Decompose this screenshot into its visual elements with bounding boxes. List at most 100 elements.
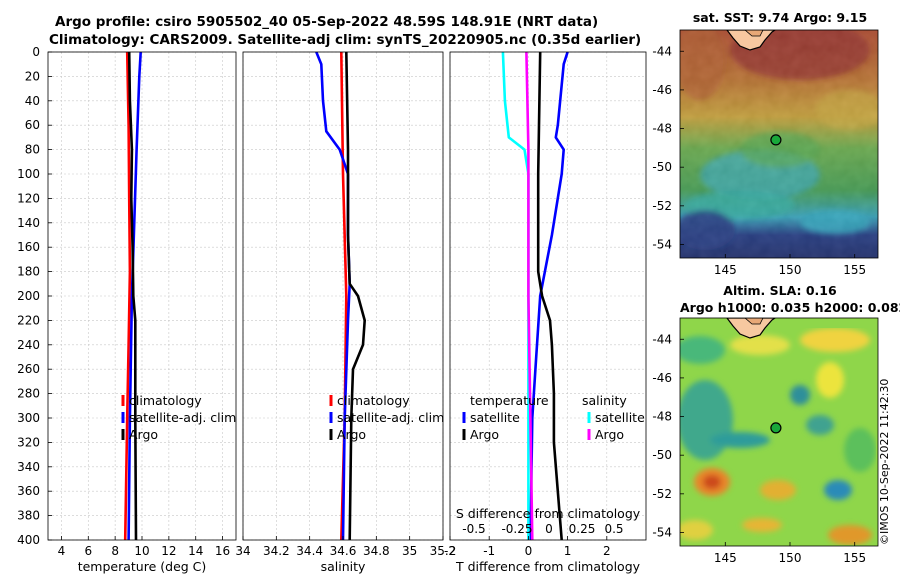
legend-label: Argo [129, 427, 158, 442]
map-x-tick-label: 150 [779, 263, 802, 277]
x-tick-label: 34.4 [296, 544, 323, 558]
x-tick-label: 10 [134, 544, 149, 558]
map-y-tick-label: -44 [652, 332, 672, 346]
map-y-tick-label: -48 [652, 122, 672, 136]
y-tick-label: 200 [17, 289, 40, 303]
x-axis-label: T difference from climatology [455, 559, 641, 574]
sla-map-title-line2: Argo h1000: 0.035 h2000: 0.082 [680, 300, 900, 315]
y-tick-label: 300 [17, 411, 40, 425]
legend-label: climatology [129, 393, 202, 408]
legend-label: Argo [470, 427, 499, 442]
series-line [525, 52, 534, 540]
figure-title-line1: Argo profile: csiro 5905502_40 05-Sep-20… [55, 14, 599, 30]
y-tick-label: 160 [17, 240, 40, 254]
legend-title-salinity: salinity [582, 393, 627, 408]
s-tick-label: 0.25 [569, 522, 596, 536]
series-line [536, 52, 563, 540]
y-tick-label: 140 [17, 216, 40, 230]
map-y-tick-label: -50 [652, 160, 672, 174]
x-tick-label: 0 [525, 544, 533, 558]
x-tick-label: 14 [188, 544, 203, 558]
legend-label: Argo [595, 427, 624, 442]
sla-map-title-line1: Altim. SLA: 0.16 [723, 283, 837, 298]
series-line [529, 52, 569, 540]
sst-map-frame [679, 29, 879, 259]
series-group [315, 52, 367, 540]
sst-argo-marker [770, 134, 782, 146]
s-tick-label: 0 [545, 522, 553, 536]
y-tick-label: 80 [25, 143, 40, 157]
s-diff-label: S difference from climatology [456, 506, 641, 521]
legend: climatology satellite-adj. clim Argo [329, 393, 444, 442]
y-tick-label: 280 [17, 387, 40, 401]
x-tick-label: -1 [483, 544, 495, 558]
map-y-tick-label: -48 [652, 410, 672, 424]
map-y-tick-label: -52 [652, 487, 672, 501]
x-tick-label: 34 [235, 544, 250, 558]
x-tick-label: 2 [603, 544, 611, 558]
x-tick-label: -2 [444, 544, 456, 558]
map-y-tick-label: -54 [652, 237, 672, 251]
x-tick-label: 6 [84, 544, 92, 558]
x-axis-label: temperature (deg C) [78, 559, 207, 574]
map-x-tick-label: 145 [714, 551, 737, 565]
legend-label: satellite-adj. clim [337, 410, 444, 425]
y-tick-label: 40 [25, 94, 40, 108]
y-tick-label: 360 [17, 484, 40, 498]
y-tick-label: 240 [17, 338, 40, 352]
x-tick-label: 34.8 [363, 544, 390, 558]
y-tick-label: 340 [17, 460, 40, 474]
y-tick-label: 0 [32, 45, 40, 59]
legend-label: satellite-adj. clim [129, 410, 236, 425]
y-tick-label: 120 [17, 191, 40, 205]
y-tick-label: 400 [17, 533, 40, 547]
series-line [345, 52, 367, 540]
legend-title-temperature: temperature [470, 393, 549, 408]
panel-difference: -2 -1 0 1 2T difference from climatologytemp… [444, 51, 647, 574]
x-tick-label: 34.6 [330, 544, 357, 558]
map-x-tick-label: 150 [779, 551, 802, 565]
s-tick-label: 0.5 [604, 522, 623, 536]
map-x-tick-label: 145 [714, 263, 737, 277]
y-tick-label: 60 [25, 118, 40, 132]
x-tick-label: 34.2 [263, 544, 290, 558]
map-y-tick-label: -44 [652, 44, 672, 58]
y-tick-label: 380 [17, 509, 40, 523]
map-y-tick-label: -46 [652, 371, 672, 385]
x-axis-label: salinity [321, 559, 366, 574]
series-line [127, 52, 142, 540]
legend-label: climatology [337, 393, 410, 408]
panel-temperature: 4 6 8 10 12 14 16 temperature (deg C) 0 20 40 60 80 1… [17, 45, 237, 574]
y-tick-label: 320 [17, 435, 40, 449]
y-tick-label: 20 [25, 69, 40, 83]
legend-label: Argo [337, 427, 366, 442]
y-tick-label: 100 [17, 167, 40, 181]
map-y-tick-label: -54 [652, 525, 672, 539]
figure-title-line2: Climatology: CARS2009. Satellite-adj cli… [49, 32, 642, 48]
x-tick-label: 16 [215, 544, 230, 558]
map-y-tick-label: -46 [652, 83, 672, 97]
sla-map-frame [679, 317, 879, 547]
sla-argo-marker [770, 422, 782, 434]
legend: climatology satellite-adj. clim Argo [121, 393, 236, 442]
legend-label: satellite [595, 410, 645, 425]
x-tick-label: 35.2 [430, 544, 457, 558]
panel-frame [449, 51, 647, 541]
map-x-tick-label: 155 [843, 263, 866, 277]
map-y-tick-label: -52 [652, 199, 672, 213]
y-tick-label: 220 [17, 313, 40, 327]
x-tick-label: 1 [564, 544, 572, 558]
y-tick-label: 260 [17, 362, 40, 376]
x-tick-label: 8 [111, 544, 119, 558]
sst-map-title: sat. SST: 9.74 Argo: 9.15 [692, 10, 868, 25]
s-tick-label: -0.25 [501, 522, 532, 536]
legend-label: satellite [470, 410, 520, 425]
legend: temperature salinity satellite Argo satellit… [462, 393, 645, 442]
map-y-tick-label: -50 [652, 448, 672, 462]
x-tick-label: 35 [402, 544, 417, 558]
grid [48, 51, 236, 541]
series-line [127, 52, 138, 540]
s-tick-label: -0.5 [462, 522, 485, 536]
